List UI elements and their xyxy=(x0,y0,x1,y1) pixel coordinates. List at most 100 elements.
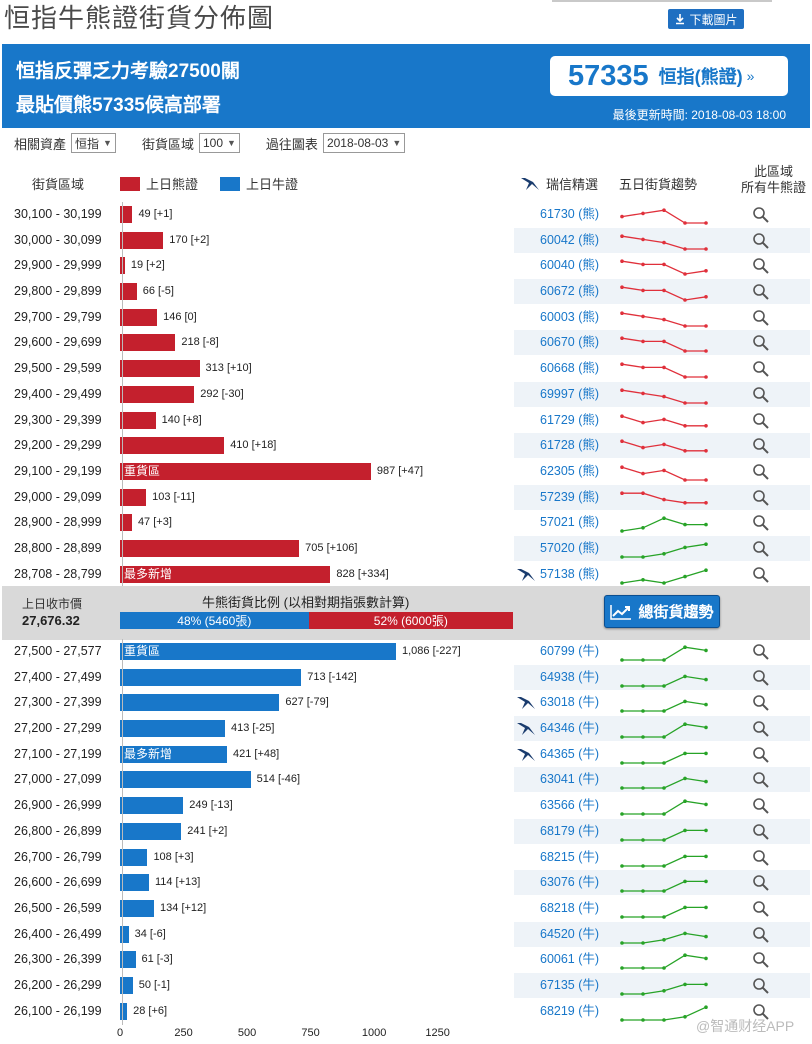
warrant-code[interactable]: 64346 (牛) xyxy=(540,721,600,736)
search-icon[interactable] xyxy=(752,746,770,764)
warrant-code-cell[interactable]: 61728 (熊) xyxy=(514,433,612,459)
search-icon[interactable] xyxy=(752,309,770,327)
warrant-code-cell[interactable]: 60042 (熊) xyxy=(514,227,612,253)
search-icon[interactable] xyxy=(752,386,770,404)
zone-select[interactable]: 100 ▼ xyxy=(198,133,240,153)
warrant-code-cell[interactable]: 57021 (熊) xyxy=(514,510,612,535)
download-image-button[interactable]: 下載圖片 xyxy=(668,9,744,29)
warrant-code-cell[interactable]: 64938 (牛) xyxy=(514,664,612,690)
warrant-code[interactable]: 60668 (熊) xyxy=(540,361,600,376)
warrant-code-cell[interactable]: 68215 (牛) xyxy=(514,845,612,870)
warrant-code[interactable]: 64938 (牛) xyxy=(540,669,600,684)
warrant-code[interactable]: 68218 (牛) xyxy=(540,900,600,915)
warrant-code-cell[interactable]: 64520 (牛) xyxy=(514,921,612,947)
warrant-code-cell[interactable]: 68218 (牛) xyxy=(514,896,612,921)
warrant-code[interactable]: 63041 (牛) xyxy=(540,772,600,787)
warrant-code-cell[interactable]: 67135 (牛) xyxy=(514,972,612,998)
search-icon[interactable] xyxy=(752,977,770,995)
search-icon[interactable] xyxy=(752,412,770,430)
warrant-code[interactable]: 63566 (牛) xyxy=(540,798,600,813)
bull-legend: 上日牛證 xyxy=(220,174,298,193)
warrant-code[interactable]: 57020 (熊) xyxy=(540,540,600,555)
search-icon[interactable] xyxy=(752,694,770,712)
search-icon[interactable] xyxy=(752,514,770,532)
warrant-code[interactable]: 57239 (熊) xyxy=(540,489,600,504)
warrant-code-cell[interactable]: 69997 (熊) xyxy=(514,381,612,407)
search-icon[interactable] xyxy=(752,206,770,224)
warrant-code-cell[interactable]: 68179 (牛) xyxy=(514,818,612,844)
warrant-code-cell[interactable]: 61729 (熊) xyxy=(514,408,612,433)
search-icon[interactable] xyxy=(752,283,770,301)
search-icon[interactable] xyxy=(752,900,770,918)
search-icon[interactable] xyxy=(752,360,770,378)
all-warrants-column-header: 此區域 所有牛熊證 xyxy=(741,164,806,196)
search-icon[interactable] xyxy=(752,771,770,789)
warrant-code[interactable]: 61728 (熊) xyxy=(540,438,600,453)
warrant-code[interactable]: 63076 (牛) xyxy=(540,875,600,890)
search-icon[interactable] xyxy=(752,643,770,661)
warrant-code-cell[interactable]: 63018 (牛) xyxy=(514,690,612,715)
warrant-code-cell[interactable]: 63076 (牛) xyxy=(514,870,612,896)
search-icon[interactable] xyxy=(752,257,770,275)
warrant-code-cell[interactable]: 57138 (熊) xyxy=(514,562,612,587)
warrant-code[interactable]: 68215 (牛) xyxy=(540,849,600,864)
search-icon[interactable] xyxy=(752,874,770,892)
search-icon[interactable] xyxy=(752,540,770,558)
search-icon[interactable] xyxy=(752,1003,770,1021)
warrant-code[interactable]: 62305 (熊) xyxy=(540,463,600,478)
past-chart-select[interactable]: 2018-08-03 ▼ xyxy=(322,133,406,153)
search-icon[interactable] xyxy=(752,489,770,507)
warrant-code[interactable]: 64365 (牛) xyxy=(540,746,600,761)
warrant-code-cell[interactable]: 60040 (熊) xyxy=(514,253,612,278)
warrant-code[interactable]: 60003 (熊) xyxy=(540,309,600,324)
warrant-code[interactable]: 63018 (牛) xyxy=(540,695,600,710)
warrant-code[interactable]: 60670 (熊) xyxy=(540,335,600,350)
warrant-code[interactable]: 64520 (牛) xyxy=(540,926,600,941)
warrant-code-cell[interactable]: 57020 (熊) xyxy=(514,535,612,561)
search-icon[interactable] xyxy=(752,232,770,250)
warrant-code[interactable]: 60042 (熊) xyxy=(540,232,600,247)
warrant-code-cell[interactable]: 63566 (牛) xyxy=(514,793,612,818)
zone-range: 29,200 - 29,299 xyxy=(14,438,102,453)
warrant-code-cell[interactable]: 60670 (熊) xyxy=(514,330,612,356)
featured-warrant-link[interactable]: 57335 恒指(熊證) » xyxy=(550,56,788,96)
warrant-code[interactable]: 67135 (牛) xyxy=(540,977,600,992)
warrant-code-cell[interactable]: 64365 (牛) xyxy=(514,742,612,767)
warrant-code[interactable]: 60061 (牛) xyxy=(540,952,600,967)
warrant-code[interactable]: 61729 (熊) xyxy=(540,412,600,427)
warrant-code[interactable]: 60672 (熊) xyxy=(540,284,600,299)
warrant-code[interactable]: 60799 (牛) xyxy=(540,644,600,658)
warrant-code-cell[interactable]: 60672 (熊) xyxy=(514,279,612,305)
trend-cell xyxy=(612,535,712,561)
warrant-code[interactable]: 68219 (牛) xyxy=(540,1003,600,1018)
warrant-code-cell[interactable]: 60061 (牛) xyxy=(514,947,612,972)
search-icon[interactable] xyxy=(752,823,770,841)
warrant-code-cell[interactable]: 57239 (熊) xyxy=(514,484,612,510)
search-icon[interactable] xyxy=(752,849,770,867)
search-icon[interactable] xyxy=(752,720,770,738)
warrant-code-cell[interactable]: 63041 (牛) xyxy=(514,767,612,793)
search-icon[interactable] xyxy=(752,951,770,969)
total-trend-button[interactable]: 總街貨趨勢 xyxy=(604,595,720,628)
warrant-code-cell[interactable]: 62305 (熊) xyxy=(514,459,612,484)
search-icon[interactable] xyxy=(752,437,770,455)
warrant-code-cell[interactable]: 68219 (牛) xyxy=(514,999,612,1024)
asset-select[interactable]: 恒指 ▼ xyxy=(71,133,116,153)
warrant-code-cell[interactable]: 60668 (熊) xyxy=(514,356,612,381)
warrant-code-cell[interactable]: 61730 (熊) xyxy=(514,202,612,227)
warrant-code[interactable]: 57021 (熊) xyxy=(540,515,600,530)
search-icon[interactable] xyxy=(752,669,770,687)
warrant-code-cell[interactable]: 64346 (牛) xyxy=(514,716,612,742)
warrant-code-cell[interactable]: 60003 (熊) xyxy=(514,305,612,330)
warrant-code[interactable]: 57138 (熊) xyxy=(540,566,600,581)
search-icon[interactable] xyxy=(752,463,770,481)
search-icon[interactable] xyxy=(752,797,770,815)
search-icon[interactable] xyxy=(752,334,770,352)
warrant-code-cell[interactable]: 60799 (牛) xyxy=(514,639,612,664)
warrant-code[interactable]: 68179 (牛) xyxy=(540,823,600,838)
warrant-code[interactable]: 60040 (熊) xyxy=(540,258,600,273)
warrant-code[interactable]: 69997 (熊) xyxy=(540,386,600,401)
search-icon[interactable] xyxy=(752,566,770,584)
search-icon[interactable] xyxy=(752,926,770,944)
warrant-code[interactable]: 61730 (熊) xyxy=(540,207,600,221)
